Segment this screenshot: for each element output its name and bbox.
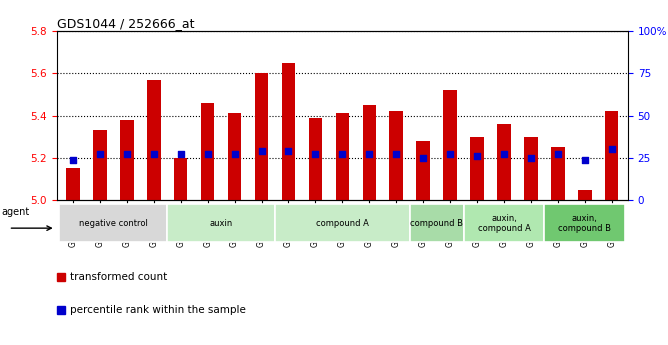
Text: agent: agent xyxy=(1,207,29,217)
Bar xyxy=(147,80,160,200)
Bar xyxy=(174,158,188,200)
Point xyxy=(202,151,213,156)
Point xyxy=(310,151,321,156)
Point xyxy=(498,151,509,156)
Bar xyxy=(228,114,241,200)
Bar xyxy=(59,204,167,243)
Bar xyxy=(167,204,275,243)
Bar xyxy=(120,120,134,200)
Bar xyxy=(201,103,214,200)
Point xyxy=(579,157,590,163)
Point xyxy=(337,151,347,156)
Bar xyxy=(416,141,430,200)
Bar xyxy=(389,111,403,200)
Bar xyxy=(470,137,484,200)
Bar xyxy=(551,147,564,200)
Point xyxy=(229,151,240,156)
Bar xyxy=(275,204,409,243)
Bar xyxy=(524,137,538,200)
Bar xyxy=(363,105,376,200)
Point xyxy=(283,149,294,154)
Bar xyxy=(544,204,625,243)
Bar xyxy=(66,168,79,200)
Point xyxy=(418,155,428,160)
Point xyxy=(552,151,563,156)
Text: negative control: negative control xyxy=(79,219,148,228)
Point xyxy=(257,149,267,154)
Bar xyxy=(335,114,349,200)
Point xyxy=(607,147,617,152)
Point xyxy=(67,157,78,163)
Text: auxin,
compound B: auxin, compound B xyxy=(558,214,611,233)
Text: percentile rank within the sample: percentile rank within the sample xyxy=(71,305,246,315)
Point xyxy=(472,153,482,158)
Bar xyxy=(497,124,511,200)
Bar xyxy=(282,63,295,200)
Text: GDS1044 / 252666_at: GDS1044 / 252666_at xyxy=(57,17,194,30)
Bar xyxy=(309,118,322,200)
Text: transformed count: transformed count xyxy=(71,272,168,282)
Bar xyxy=(444,90,457,200)
Bar xyxy=(255,73,269,200)
Text: compound A: compound A xyxy=(316,219,369,228)
Text: compound B: compound B xyxy=(410,219,463,228)
Bar xyxy=(464,204,544,243)
Text: auxin: auxin xyxy=(210,219,232,228)
Point xyxy=(364,151,375,156)
Point xyxy=(176,151,186,156)
Bar xyxy=(578,189,592,200)
Text: auxin,
compound A: auxin, compound A xyxy=(478,214,530,233)
Bar xyxy=(409,204,464,243)
Point xyxy=(148,151,159,156)
Point xyxy=(445,151,456,156)
Point xyxy=(95,151,106,156)
Point xyxy=(526,155,536,160)
Point xyxy=(391,151,401,156)
Point xyxy=(122,151,132,156)
Bar xyxy=(93,130,107,200)
Bar xyxy=(605,111,619,200)
